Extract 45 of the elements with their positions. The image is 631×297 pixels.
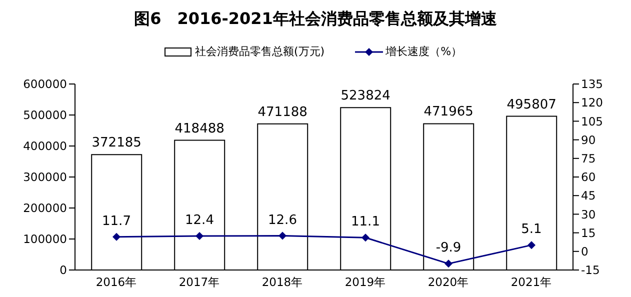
data-label: 12.4 [185, 213, 214, 228]
data-label: 523824 [340, 88, 390, 104]
y-tick-label: 200000 [23, 201, 67, 216]
data-label: 372185 [92, 136, 142, 151]
legend-label: 社会消费品零售总额(万元) [194, 44, 325, 59]
data-label: 11.7 [102, 214, 131, 229]
y-tick-label: 100000 [23, 232, 67, 246]
y2-tick-label: 90 [581, 132, 596, 147]
x-tick-label: 2021年 [510, 275, 552, 290]
y2-tick-label: 75 [581, 151, 596, 166]
y-tick-label: 500000 [23, 108, 67, 122]
y2-tick-label: 60 [581, 170, 596, 184]
y2-tick-label: 30 [581, 207, 596, 222]
y2-tick-label: 105 [581, 114, 603, 128]
y2-tick-label: -15 [581, 263, 600, 278]
y-tick-label: 300000 [23, 170, 67, 184]
y-tick-label: 400000 [23, 139, 67, 154]
y2-tick-label: 45 [581, 188, 596, 203]
y2-tick-label: 135 [581, 77, 603, 92]
chart-title: 图6 2016-2021年社会消费品零售总额及其增速 [133, 8, 498, 30]
x-tick-label: 2017年 [178, 275, 220, 290]
y2-tick-label: 120 [581, 96, 603, 110]
legend-label: 增长速度（%） [386, 44, 462, 59]
data-label: 418488 [174, 121, 224, 136]
y-tick-label: 0 [60, 263, 67, 278]
data-label: 12.6 [268, 212, 297, 228]
point [196, 232, 204, 240]
point [444, 260, 452, 268]
point [528, 241, 536, 250]
data-label: 471965 [424, 104, 474, 120]
x-tick-label: 2018年 [262, 275, 304, 290]
y-tick-label: 600000 [23, 77, 67, 92]
point [278, 232, 286, 240]
y2-tick-label: 15 [581, 226, 596, 240]
x-tick-label: 2019年 [344, 275, 386, 290]
x-tick-label: 2016年 [96, 275, 138, 290]
data-label: 495807 [506, 97, 556, 112]
point [112, 232, 120, 241]
x-tick-label: 2020年 [428, 275, 470, 290]
data-label: 11.1 [351, 214, 380, 230]
data-label: 5.1 [521, 222, 542, 238]
point [362, 234, 370, 242]
data-label: 471188 [258, 104, 308, 120]
data-label: -9.9 [436, 240, 462, 256]
y2-tick-label: 0 [581, 244, 588, 258]
